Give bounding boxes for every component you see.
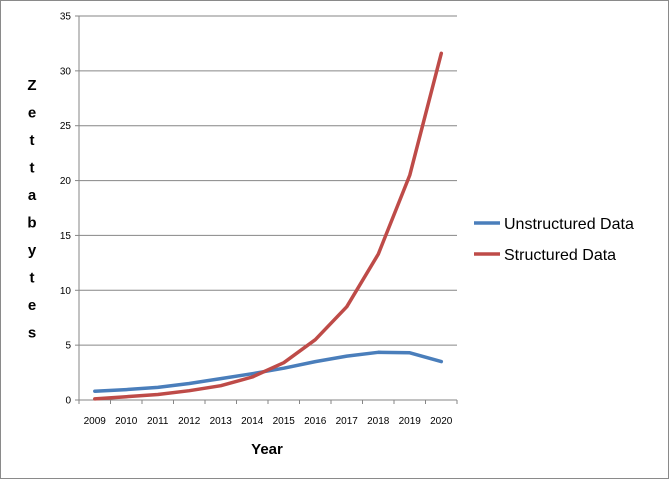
y-tick-label: 30 xyxy=(60,66,72,77)
x-tick-label: 2017 xyxy=(336,416,359,427)
y-tick-label: 10 xyxy=(60,286,72,297)
x-tick-label: 2011 xyxy=(147,416,169,427)
series-lines xyxy=(93,51,444,401)
x-tick-labels: 2009 2010 2011 2012 2013 2014 2015 2016 2017 2018… xyxy=(84,416,453,427)
legend-label: Unstructured Data xyxy=(504,216,634,233)
y-axis-label-letter: Z xyxy=(27,77,36,94)
y-axis-label-letter: s xyxy=(28,325,36,342)
x-tick-label: 2016 xyxy=(304,416,327,427)
y-axis-label-letter: y xyxy=(28,242,37,259)
y-tick-labels: 0 5 10 15 20 25 30 35 xyxy=(60,12,72,407)
y-tick-label: 15 xyxy=(60,231,72,242)
gridlines xyxy=(79,15,457,346)
y-axis-label-letter: e xyxy=(28,105,36,122)
y-tick-label: 20 xyxy=(60,176,72,187)
x-tick-label: 2014 xyxy=(241,416,264,427)
legend-label: Structured Data xyxy=(504,247,616,264)
y-axis-label-letter: t xyxy=(30,132,35,149)
y-tick-label: 35 xyxy=(60,12,72,23)
y-axis-label-letter: e xyxy=(28,297,36,314)
y-axis-label-letter: t xyxy=(30,160,35,177)
y-axis-label-letter: a xyxy=(28,187,37,204)
y-tick-label: 25 xyxy=(60,121,72,132)
x-tick-label: 2012 xyxy=(178,416,201,427)
legend: Unstructured Data Structured Data xyxy=(474,216,634,264)
x-tick-label: 2013 xyxy=(210,416,233,427)
x-tick-label: 2010 xyxy=(115,416,138,427)
y-axis-label-letter: t xyxy=(30,270,35,287)
x-tick-label: 2009 xyxy=(84,416,107,427)
y-axis-label-letter: b xyxy=(27,215,36,232)
x-tick-label: 2018 xyxy=(367,416,390,427)
x-tick-label: 2019 xyxy=(399,416,422,427)
x-tick-label: 2015 xyxy=(273,416,296,427)
axes xyxy=(75,15,458,404)
y-tick-label: 5 xyxy=(65,341,71,352)
x-axis-label: Year xyxy=(251,441,283,458)
y-tick-label: 0 xyxy=(65,396,71,407)
x-tick-label: 2020 xyxy=(430,416,453,427)
series-line xyxy=(93,51,444,401)
